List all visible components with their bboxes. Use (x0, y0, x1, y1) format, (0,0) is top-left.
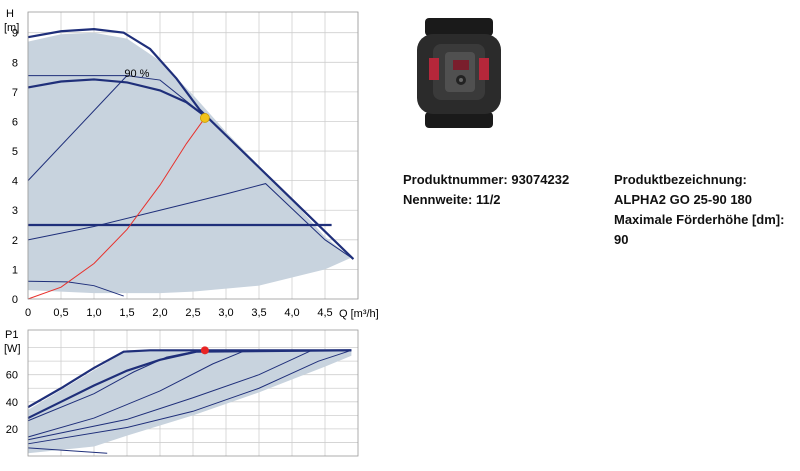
head-curve-3 (28, 75, 207, 118)
power-envelope (28, 350, 352, 454)
head-curve-1 (27, 28, 355, 260)
y-tick-label: 1 (12, 264, 18, 276)
x-tick-label: 2,0 (152, 307, 167, 319)
head-curve-7 (27, 280, 124, 297)
max-head-value: 90 (614, 232, 629, 247)
x-tick-label: 3,0 (218, 307, 233, 319)
product-designation-label: Produktbezeichnung: (614, 172, 747, 187)
x-tick-label: 2,5 (185, 307, 200, 319)
y-tick-label: 2 (12, 235, 18, 247)
operating-point (199, 113, 210, 123)
power-curve-6 (27, 349, 352, 445)
flow-axis-label: Q [m³/h] (339, 308, 379, 320)
power-curve-3 (27, 349, 200, 422)
head-curve-4 (27, 75, 128, 181)
power-axis-unit: [W] (4, 343, 21, 355)
x-tick-label: 1,5 (119, 307, 134, 319)
x-tick-label: 1,0 (86, 307, 101, 319)
y-tick-label: 3 (12, 205, 18, 217)
power-curve-1 (27, 349, 352, 409)
pump-curve-chart: 0 0,5 1,0 1,5 2,0 2,5 3,0 3,5 4,0 4,5 0123456789 … (4, 8, 379, 457)
system-curve (27, 117, 206, 300)
power-curve-7 (27, 447, 108, 454)
power-chart: 20 40 60 P1 [W] (4, 329, 359, 457)
y-tick-label: 0 (12, 294, 18, 306)
y-tick-label: 9 (12, 28, 18, 40)
x-tick-label: 4,5 (317, 307, 332, 319)
x-tick-label: 0,5 (53, 307, 68, 319)
x-tick-label: 0 (25, 307, 31, 319)
power-tick-label: 40 (6, 397, 18, 409)
product-info-right: Produktbezeichnung: ALPHA2 GO 25-90 180 … (614, 170, 794, 250)
x-tick-label: 4,0 (284, 307, 299, 319)
power-operating-point (200, 346, 209, 355)
head-curve-5 (27, 183, 354, 260)
head-axis-unit: [m] (4, 22, 19, 34)
power-curve-4 (27, 349, 246, 438)
product-info-left: Produktnummer: 93074232 Nennweite: 11/2 (403, 170, 569, 210)
power-curve-2 (27, 349, 352, 420)
efficiency-annotation: 90 % (124, 68, 149, 80)
x-tick-label: 3,5 (251, 307, 266, 319)
product-number: Produktnummer: 93074232 (403, 172, 570, 187)
y-tick-label: 8 (12, 57, 18, 69)
head-envelope (28, 32, 352, 294)
product-designation-value: ALPHA2 GO 25-90 180 (614, 192, 753, 207)
y-tick-label: 6 (12, 116, 18, 128)
y-tick-label: 4 (12, 176, 18, 188)
pump-photo (417, 18, 501, 128)
power-tick-label: 20 (6, 424, 18, 436)
power-axis-label: P1 (5, 329, 18, 341)
nominal-size: Nennweite: 11/2 (403, 192, 501, 207)
head-axis-label: H (6, 8, 14, 20)
power-tick-label: 60 (6, 370, 18, 382)
head-chart: 0 0,5 1,0 1,5 2,0 2,5 3,0 3,5 4,0 4,5 0123456789 … (4, 8, 379, 320)
max-head-label: Maximale Förderhöhe [dm]: (614, 212, 785, 227)
y-tick-label: 7 (12, 87, 18, 99)
y-tick-label: 5 (12, 146, 18, 158)
head-curve-2 (27, 78, 207, 118)
power-curve-5 (27, 349, 313, 441)
